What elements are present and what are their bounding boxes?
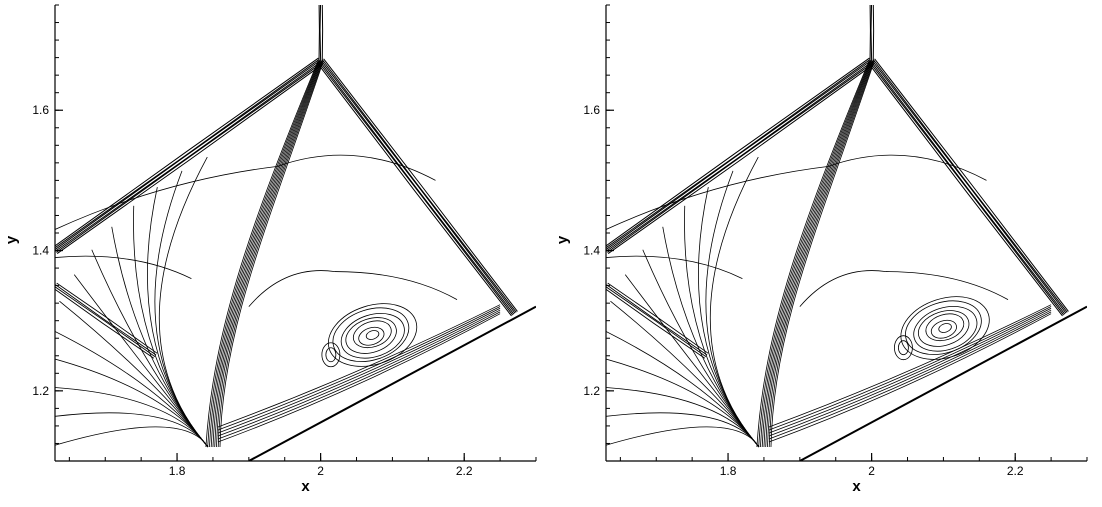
incident-shock bbox=[604, 58, 870, 247]
reflected-shock bbox=[319, 62, 513, 315]
fan-contour bbox=[601, 358, 759, 447]
vortex-contour bbox=[365, 329, 380, 341]
fan-contour bbox=[601, 427, 759, 447]
x-tick-label: 2.2 bbox=[1007, 464, 1024, 478]
y-tick-label: 1.6 bbox=[583, 103, 600, 117]
mach-stem bbox=[320, 0, 321, 61]
incident-shock bbox=[605, 59, 871, 248]
wall-contour bbox=[769, 305, 1051, 427]
y-tick-label: 1.6 bbox=[32, 103, 49, 117]
jet-contour bbox=[604, 288, 705, 358]
x-axis-label: x bbox=[301, 478, 310, 495]
vortex-contour bbox=[922, 309, 967, 345]
reflected-shock bbox=[321, 61, 515, 314]
vortex-contour bbox=[326, 348, 336, 362]
incident-shock bbox=[53, 58, 319, 247]
wall-contour bbox=[218, 305, 500, 427]
axes: 1.8 2 2.2 1.2 1.4 1.6 x y bbox=[554, 5, 1087, 495]
vortex-contour bbox=[356, 324, 386, 348]
fan-contour bbox=[147, 187, 208, 447]
fan-contour bbox=[50, 413, 208, 447]
mach-stem bbox=[871, 0, 872, 61]
wedge-wall bbox=[249, 307, 536, 461]
slip-line-contour bbox=[760, 61, 870, 447]
vortex-contour bbox=[894, 336, 912, 360]
slip-line-contour bbox=[209, 61, 319, 447]
fan-contour bbox=[50, 427, 208, 447]
vortex-contour bbox=[929, 317, 959, 341]
reflected-shock bbox=[318, 63, 512, 316]
x-tick-label: 1.8 bbox=[169, 464, 186, 478]
x-tick-label: 1.8 bbox=[720, 464, 737, 478]
vortex-contour bbox=[350, 316, 395, 352]
fan-contour bbox=[601, 413, 759, 447]
y-tick-label: 1.4 bbox=[32, 244, 49, 258]
vortex-contour bbox=[898, 341, 908, 355]
jet-contour bbox=[607, 285, 708, 355]
slip-line-contour bbox=[764, 61, 872, 447]
x-tick-label: 2 bbox=[317, 464, 324, 478]
vortex-contour bbox=[322, 343, 340, 367]
slip-line-contour bbox=[218, 61, 322, 447]
contour-lines bbox=[50, 0, 536, 461]
x-tick-label: 2 bbox=[868, 464, 875, 478]
fan-contour bbox=[50, 358, 208, 447]
region-contour bbox=[249, 271, 457, 307]
reflected-shock bbox=[875, 59, 1069, 312]
wedge-wall bbox=[800, 307, 1087, 461]
x-tick-label: 2.2 bbox=[456, 464, 473, 478]
reflected-shock bbox=[870, 62, 1064, 315]
vortex-contour bbox=[938, 322, 953, 334]
axes: 1.8 2 2.2 1.2 1.4 1.6 x y bbox=[3, 5, 536, 495]
contour-svg: 1.8 2 2.2 1.2 1.4 1.6 x y bbox=[551, 0, 1102, 502]
reflected-shock bbox=[320, 62, 514, 315]
jet-contour bbox=[56, 285, 157, 355]
incident-shock bbox=[54, 59, 320, 248]
x-axis-label: x bbox=[852, 478, 861, 495]
reflected-shock bbox=[322, 60, 516, 313]
reflected-shock bbox=[869, 63, 1063, 316]
region-contour bbox=[55, 256, 191, 278]
contour-plot-left: 1.8 2 2.2 1.2 1.4 1.6 x y bbox=[0, 0, 551, 502]
jet-contour bbox=[53, 288, 154, 358]
slip-line-contour bbox=[213, 61, 321, 447]
reflected-shock bbox=[871, 62, 1065, 315]
reflected-shock bbox=[872, 61, 1066, 314]
region-contour bbox=[606, 256, 742, 278]
contour-svg: 1.8 2 2.2 1.2 1.4 1.6 x y bbox=[0, 0, 551, 502]
y-tick-label: 1.2 bbox=[32, 384, 49, 398]
contour-plot-right: 1.8 2 2.2 1.2 1.4 1.6 x y bbox=[551, 0, 1102, 502]
y-tick-label: 1.4 bbox=[583, 244, 600, 258]
fan-contour bbox=[698, 187, 759, 447]
region-contour bbox=[606, 155, 986, 229]
reflected-shock bbox=[873, 60, 1067, 313]
slip-line-contour bbox=[766, 61, 873, 447]
reflected-shock bbox=[324, 59, 518, 312]
contour-lines bbox=[601, 0, 1087, 461]
slip-line-contour bbox=[215, 61, 322, 447]
y-tick-label: 1.2 bbox=[583, 384, 600, 398]
slip-line-contour bbox=[769, 61, 873, 447]
y-axis-label: y bbox=[554, 235, 571, 244]
region-contour bbox=[55, 155, 435, 229]
vortex-contour bbox=[326, 299, 416, 371]
y-axis-label: y bbox=[3, 235, 20, 244]
